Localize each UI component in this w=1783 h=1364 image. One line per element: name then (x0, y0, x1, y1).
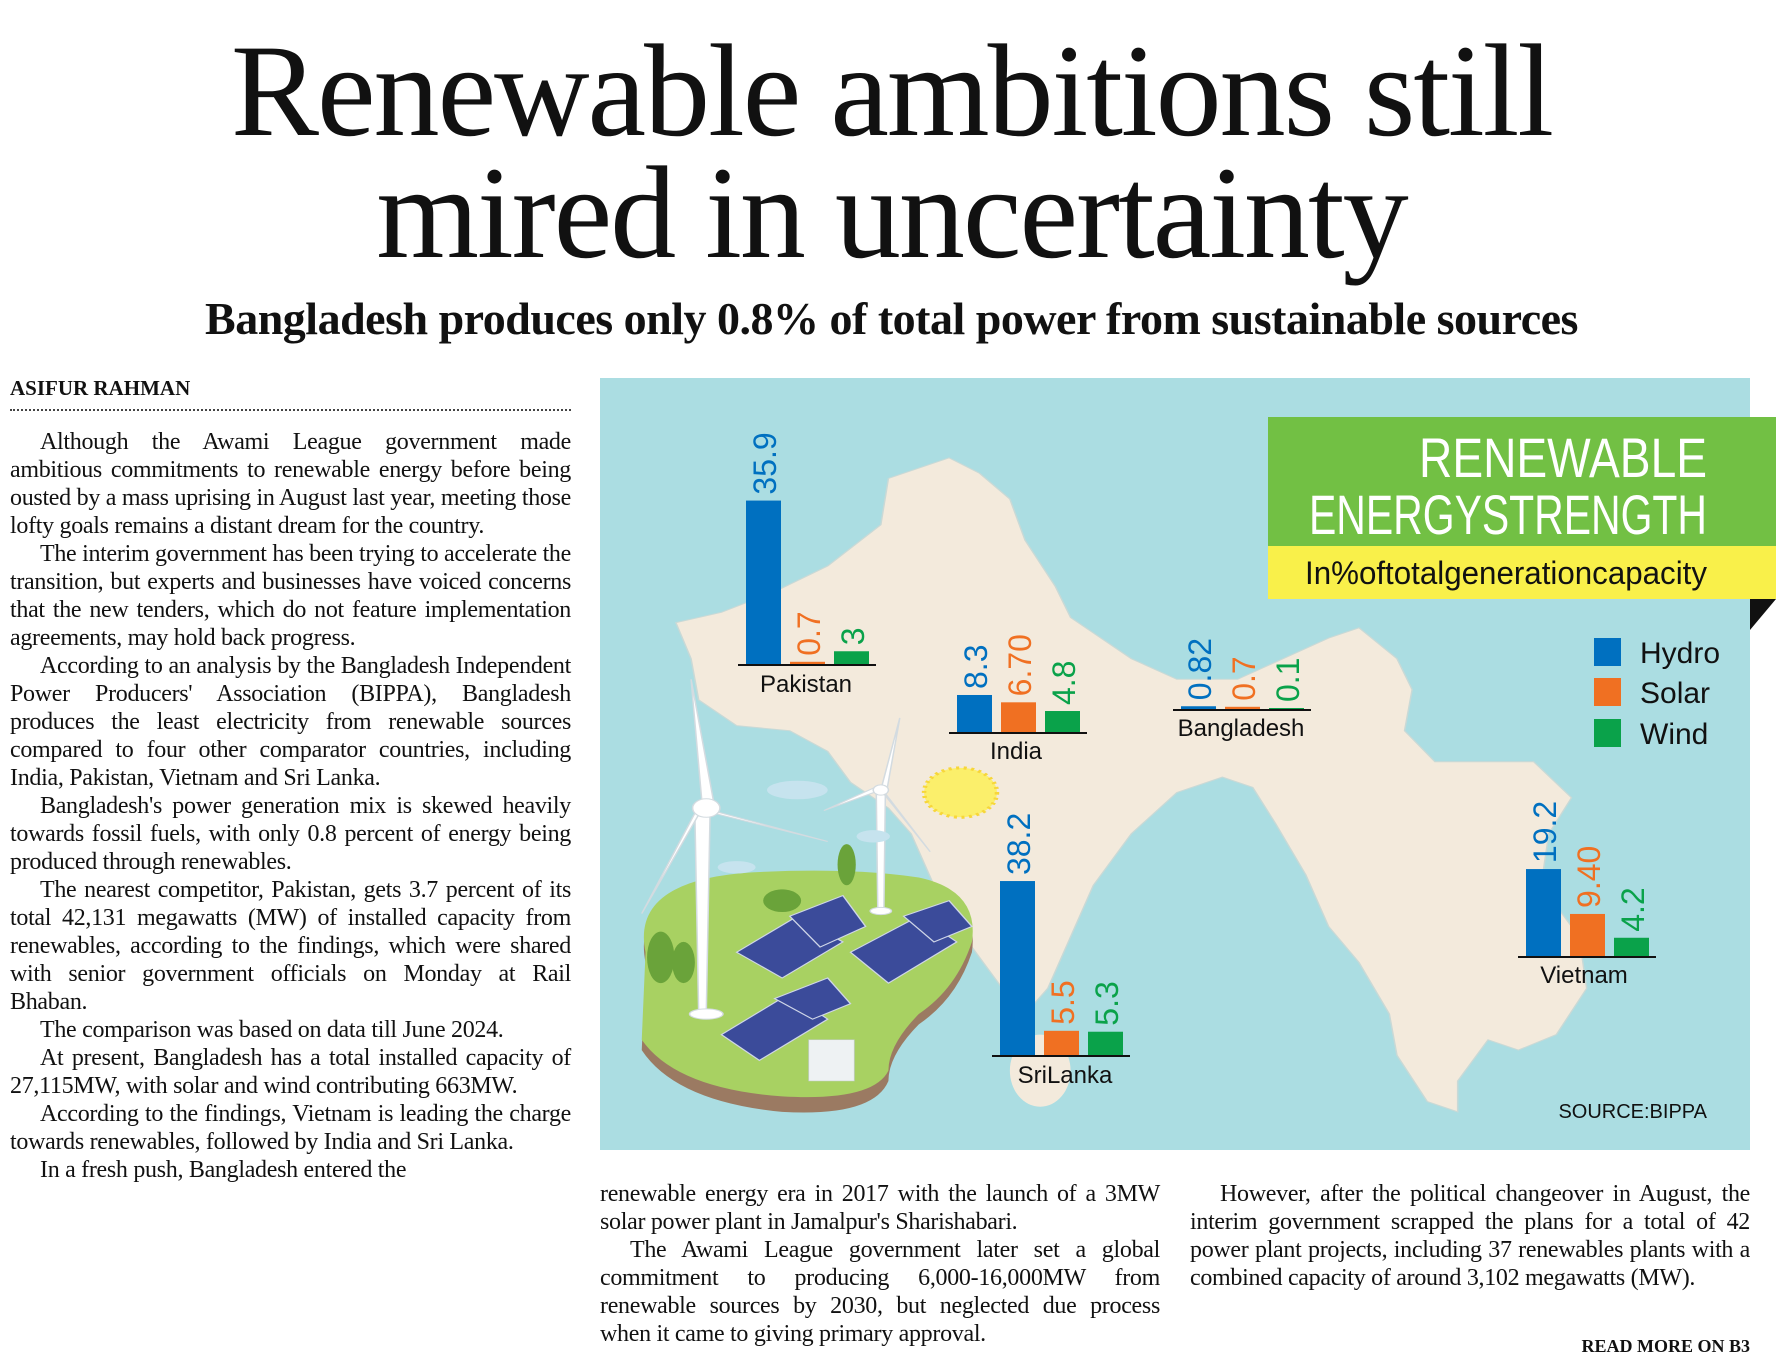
category-label-bangladesh: Bangladesh (1178, 715, 1305, 742)
article-paragraph: The interim government has been trying t… (10, 541, 571, 651)
subheadline: Bangladesh produces only 0.8% of total p… (205, 293, 1578, 344)
bar-group-vietnam: 19.29.404.2 Vietnam (1518, 801, 1656, 989)
infographic-svg: RENEWABLE ENERGYSTRENGTH In%oftotalgener… (600, 378, 1776, 1150)
headline-line-1: Renewable ambitions still (230, 17, 1554, 164)
article-column-3: However, after the political changeover … (1190, 1180, 1750, 1292)
source-note: SOURCE:BIPPA (1558, 1101, 1707, 1123)
bar-solar-srilanka (1044, 1030, 1079, 1056)
infographic-title-line-2: ENERGYSTRENGTH (1309, 483, 1707, 546)
map-layer (641, 457, 1588, 1113)
headline-line-2: mired in uncertainty (376, 139, 1408, 286)
bar-wind-srilanka (1088, 1031, 1123, 1056)
renewable-energy-illustration (641, 679, 1000, 1113)
infographic: RENEWABLE ENERGYSTRENGTH In%oftotalgener… (600, 378, 1776, 1150)
article-paragraph: Bangladesh's power generation mix is ske… (10, 793, 571, 875)
legend-swatch-solar (1594, 678, 1621, 706)
data-label-solar-pakistan: 0.7 (791, 611, 827, 655)
headline: Renewable ambitions still mired in uncer… (0, 17, 1783, 286)
article-paragraph: According to an analysis by the Banglade… (10, 653, 571, 791)
legend-label-hydro: Hydro (1640, 637, 1720, 670)
data-label-wind-srilanka: 5.3 (1089, 981, 1125, 1025)
data-label-hydro-vietnam: 19.2 (1527, 801, 1563, 863)
legend-label-wind: Wind (1640, 718, 1708, 751)
bar-wind-pakistan (834, 651, 869, 665)
bar-hydro-pakistan (746, 500, 781, 665)
article-paragraph: However, after the political changeover … (1190, 1181, 1750, 1291)
bar-group-pakistan: 35.9 0.7 3 Pakistan (738, 432, 876, 698)
data-label-wind-pakistan: 3 (835, 627, 871, 645)
category-label-india: India (990, 738, 1043, 765)
bar-group-india: 8.3 6.70 4.8 India (949, 634, 1087, 765)
data-label-hydro-srilanka: 38.2 (1001, 813, 1037, 875)
read-more-link[interactable]: READ MORE ON B3 (1581, 1336, 1750, 1356)
article-paragraph: In a fresh push, Bangladesh entered the (40, 1157, 407, 1183)
data-label-hydro-bangladesh: 0.82 (1182, 638, 1218, 700)
article-paragraph: Although the Awami League government mad… (10, 429, 571, 539)
battery-building (808, 1039, 855, 1082)
title-box (1268, 417, 1776, 546)
island-grass (641, 870, 973, 1098)
trees (647, 844, 856, 984)
solar-panels (720, 894, 973, 1062)
bar-hydro-vietnam (1526, 869, 1561, 957)
subtitle-box (1268, 546, 1776, 599)
article-paragraph: At present, Bangladesh has a total insta… (10, 1045, 571, 1099)
bar-solar-bangladesh (1225, 706, 1260, 710)
bar-hydro-india (957, 694, 992, 733)
bar-wind-india (1045, 711, 1080, 733)
legend-label-solar: Solar (1640, 677, 1710, 710)
wind-turbine-small (823, 717, 931, 916)
infographic-subtitle: In%oftotalgenerationcapacity (1305, 555, 1707, 591)
legend-swatch-hydro (1594, 638, 1621, 666)
data-label-wind-vietnam: 4.2 (1615, 887, 1651, 931)
article-paragraph: renewable energy era in 2017 with the la… (600, 1181, 1160, 1235)
bar-hydro-srilanka (1000, 881, 1035, 1056)
chart-legend: Hydro Solar Wind (1594, 637, 1720, 751)
data-label-solar-bangladesh: 0.7 (1226, 656, 1262, 700)
clouds (717, 780, 890, 874)
data-label-solar-india: 6.70 (1002, 634, 1038, 696)
bar-solar-india (1001, 702, 1036, 733)
data-label-wind-bangladesh: 0.1 (1270, 658, 1306, 702)
bar-solar-pakistan (790, 661, 825, 665)
wind-turbine-large (641, 679, 828, 1020)
article-column-2: renewable energy era in 2017 with the la… (600, 1180, 1160, 1348)
bar-hydro-bangladesh (1181, 706, 1216, 710)
category-label-pakistan: Pakistan (760, 671, 852, 698)
data-label-solar-vietnam: 9.40 (1571, 846, 1607, 908)
article-paragraph: The nearest competitor, Pakistan, gets 3… (10, 877, 571, 1015)
data-label-hydro-pakistan: 35.9 (747, 432, 783, 494)
infographic-title-line-1: RENEWABLE (1419, 426, 1707, 489)
sun-icon (921, 766, 1000, 819)
bar-wind-vietnam (1614, 937, 1649, 957)
data-label-solar-srilanka: 5.5 (1045, 980, 1081, 1024)
category-label-vietnam: Vietnam (1540, 962, 1628, 989)
bar-solar-vietnam (1570, 913, 1605, 957)
article-column-1: Although the Awami League government mad… (10, 428, 571, 1184)
data-label-wind-india: 4.8 (1046, 661, 1082, 705)
byline: ASIFUR RAHMAN (10, 376, 571, 411)
title-box-fold (1750, 599, 1776, 630)
bar-group-srilanka: 38.2 5.5 5.3 SriLanka (992, 813, 1130, 1089)
data-label-hydro-india: 8.3 (958, 645, 994, 689)
category-label-srilanka: SriLanka (1018, 1062, 1113, 1089)
article-paragraph: The comparison was based on data till Ju… (40, 1017, 504, 1043)
article-paragraph: The Awami League government later set a … (600, 1237, 1160, 1347)
legend-swatch-wind (1594, 719, 1621, 747)
article-paragraph: According to the findings, Vietnam is le… (10, 1101, 571, 1155)
bar-group-bangladesh: 0.82 0.7 0.1 Bangladesh (1173, 638, 1311, 742)
